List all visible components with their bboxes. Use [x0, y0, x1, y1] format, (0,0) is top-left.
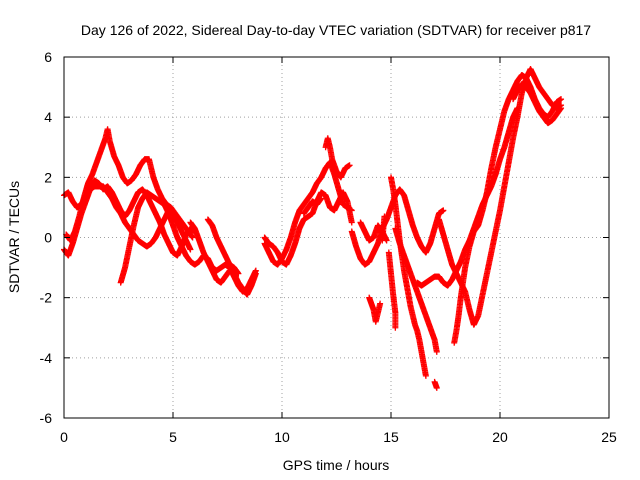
data-point	[187, 246, 194, 253]
series-arc-j	[385, 225, 440, 355]
chart-title: Day 126 of 2022, Sidereal Day-to-day VTE…	[81, 22, 591, 38]
data-point	[558, 105, 565, 112]
y-tick-label: 0	[44, 230, 52, 246]
axis-ticks	[63, 56, 610, 419]
series-arc-n	[451, 72, 565, 346]
y-axis-label: SDTVAR / TECUs	[6, 181, 22, 293]
y-tick-label: -4	[40, 350, 53, 366]
x-tick-label: 10	[274, 429, 290, 445]
y-tick-label: -6	[40, 410, 53, 426]
x-tick-label: 15	[383, 429, 399, 445]
data-point	[433, 348, 440, 355]
y-tick-labels: -6 -4 -2 0 2 4 6	[40, 49, 53, 426]
data-point	[235, 270, 242, 277]
y-tick-label: 4	[44, 109, 52, 125]
data-point	[189, 234, 196, 241]
x-tick-label: 0	[60, 429, 68, 445]
series-arc-k	[366, 213, 440, 391]
series-arc-e	[187, 216, 259, 298]
y-tick-label: -2	[40, 290, 53, 306]
data-point	[381, 213, 388, 220]
y-tick-label: 2	[44, 169, 52, 185]
data-point	[422, 372, 429, 379]
series-arc-b	[63, 126, 196, 244]
data-point	[558, 96, 565, 103]
data-point	[433, 384, 440, 391]
series-arc-o	[510, 81, 565, 127]
y-tick-label: 6	[44, 49, 52, 65]
series-arc-g	[261, 189, 355, 268]
x-axis-label: GPS time / hours	[283, 457, 390, 473]
data-point	[346, 162, 353, 169]
data-point	[392, 324, 399, 331]
series-arc-f	[261, 135, 355, 268]
x-tick-labels: 0 5 10 15 20 25	[60, 429, 617, 445]
data-point	[348, 219, 355, 226]
data-point	[252, 270, 259, 277]
data-point	[377, 300, 384, 307]
x-tick-label: 20	[492, 429, 508, 445]
x-tick-label: 25	[601, 429, 617, 445]
grid-lines	[64, 57, 609, 418]
data-point	[440, 207, 447, 214]
data-points	[61, 66, 565, 391]
x-tick-label: 5	[169, 429, 177, 445]
